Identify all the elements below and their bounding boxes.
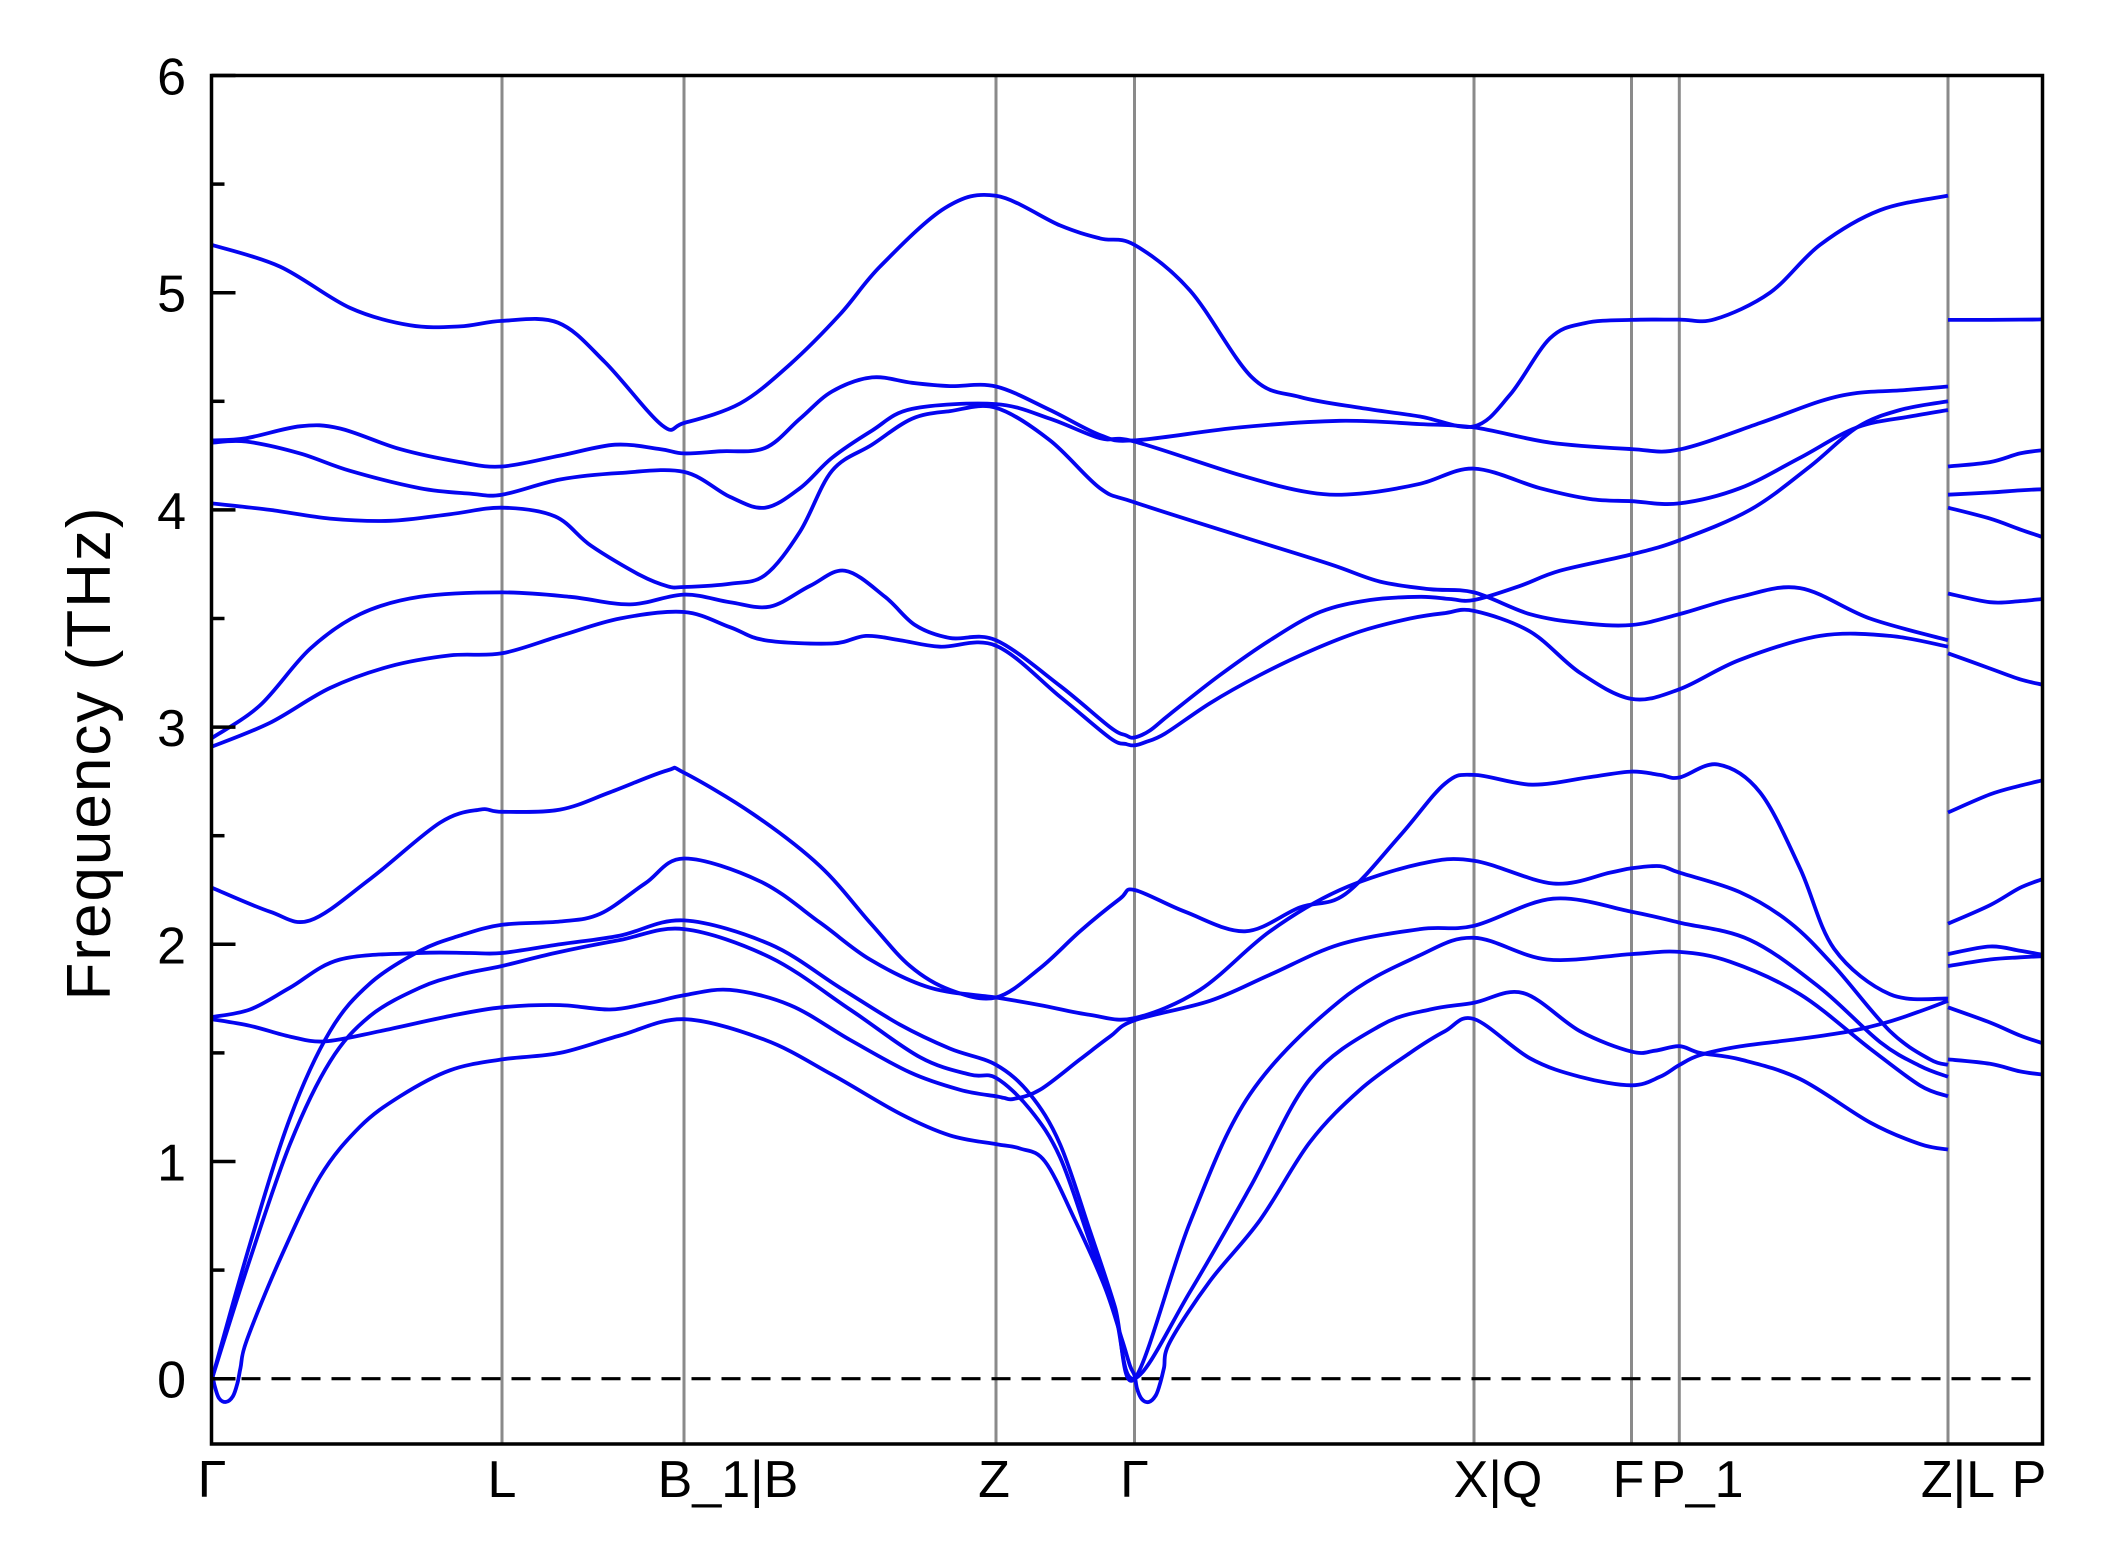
svg-text:Z|L: Z|L: [1921, 1451, 1995, 1509]
svg-text:F: F: [1613, 1451, 1645, 1509]
svg-text:5: 5: [157, 266, 186, 324]
svg-text:P: P: [2012, 1451, 2047, 1509]
svg-text:Γ: Γ: [1120, 1451, 1149, 1509]
svg-text:P_1: P_1: [1651, 1451, 1744, 1509]
svg-text:2: 2: [157, 917, 186, 975]
svg-text:3: 3: [157, 700, 186, 758]
svg-text:L: L: [488, 1451, 517, 1509]
svg-text:X|Q: X|Q: [1454, 1451, 1543, 1509]
svg-text:1: 1: [157, 1135, 186, 1193]
svg-text:4: 4: [157, 483, 186, 541]
svg-text:0: 0: [157, 1352, 186, 1410]
svg-text:Γ: Γ: [198, 1451, 227, 1509]
svg-text:Z: Z: [978, 1451, 1010, 1509]
svg-text:6: 6: [157, 49, 186, 107]
svg-text:Frequency (THz): Frequency (THz): [55, 505, 124, 1000]
svg-text:B_1|B: B_1|B: [658, 1451, 799, 1509]
